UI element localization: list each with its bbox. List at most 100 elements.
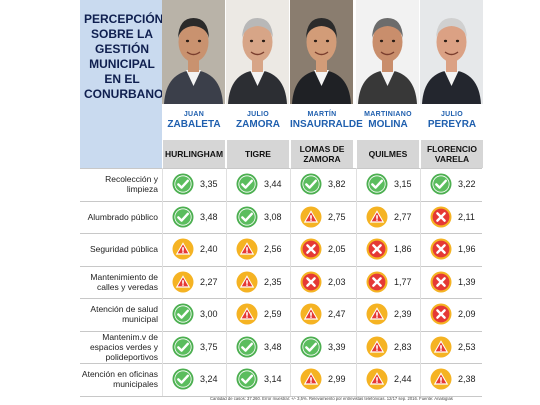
rating-value: 1,39 — [458, 276, 476, 287]
rating-cell: 2,35 — [236, 266, 282, 299]
column-divider — [226, 168, 227, 396]
mayor-name: MARTINIANO MOLINA — [356, 104, 420, 140]
cross-icon — [430, 238, 452, 260]
rating-value: 2,53 — [458, 341, 476, 352]
rating-value: 3,15 — [394, 179, 412, 190]
row-label: Atención de salud municipal — [90, 304, 158, 325]
rating-cell: 3,75 — [172, 331, 218, 364]
check-icon — [172, 368, 194, 390]
rating-value: 2,38 — [458, 374, 476, 385]
rating-cell: 2,59 — [236, 298, 282, 331]
mayor-name: JULIO PEREYRA — [420, 104, 484, 140]
rating-cell: 3,48 — [236, 331, 282, 364]
row-label: Recolección y limpieza — [105, 174, 158, 195]
rating-value: 1,77 — [394, 276, 412, 287]
municipality-header-bg — [357, 140, 419, 168]
row-divider — [80, 233, 482, 234]
warning-icon — [236, 303, 258, 325]
warning-icon — [236, 271, 258, 293]
row-divider — [80, 265, 482, 267]
rating-cell: 2,53 — [430, 331, 476, 364]
mayor-last-name: ZABALETA — [167, 119, 221, 130]
warning-icon — [366, 336, 388, 358]
rating-cell: 3,24 — [172, 363, 218, 396]
column-divider — [290, 168, 291, 396]
cross-icon — [430, 271, 452, 293]
cross-icon — [300, 238, 322, 260]
mayor-photo — [290, 0, 353, 104]
mayor-first-name: JULIO — [246, 111, 270, 118]
warning-icon — [430, 336, 452, 358]
check-icon — [236, 336, 258, 358]
municipality-header: QUILMES — [368, 149, 408, 159]
municipality-header: FLORENCIO VARELA — [426, 144, 478, 164]
rating-value: 2,03 — [328, 276, 346, 287]
rating-value: 3,48 — [264, 341, 282, 352]
rating-cell: 3,22 — [430, 168, 476, 201]
rating-value: 1,86 — [394, 244, 412, 255]
row-label: Mantenimiento de calles y veredas — [90, 271, 158, 292]
check-icon — [172, 206, 194, 228]
rating-value: 2,11 — [458, 211, 475, 222]
rating-value: 2,40 — [200, 244, 218, 255]
mayor-name: JUAN ZABALETA — [162, 104, 226, 140]
check-icon — [236, 368, 258, 390]
warning-icon — [366, 368, 388, 390]
municipality-header: TIGRE — [245, 149, 271, 159]
rating-cell: 2,38 — [430, 363, 476, 396]
rating-cell: 3,39 — [300, 331, 346, 364]
warning-icon — [366, 206, 388, 228]
rating-value: 2,44 — [394, 374, 412, 385]
rating-cell: 2,39 — [366, 298, 412, 331]
rating-cell: 2,56 — [236, 233, 282, 266]
rating-value: 2,35 — [264, 276, 282, 287]
rating-value: 3,08 — [264, 211, 282, 222]
rating-cell: 3,44 — [236, 168, 282, 201]
cross-icon — [430, 303, 452, 325]
rating-cell: 3,82 — [300, 168, 346, 201]
rating-cell: 3,08 — [236, 201, 282, 234]
rating-value: 3,75 — [200, 341, 218, 352]
rating-cell: 2,99 — [300, 363, 346, 396]
rating-value: 2,83 — [394, 341, 412, 352]
municipality-header-bg — [163, 140, 225, 168]
check-icon — [172, 336, 194, 358]
mayor-photo — [356, 0, 419, 104]
column-divider — [356, 168, 357, 396]
row-label: Atención en oficinas municipales — [81, 369, 158, 390]
mayor-photo — [226, 0, 289, 104]
check-icon — [300, 173, 322, 195]
rating-value: 3,39 — [328, 341, 346, 352]
check-icon — [430, 173, 452, 195]
warning-icon — [300, 303, 322, 325]
rating-value: 2,05 — [328, 244, 346, 255]
row-divider — [80, 395, 482, 397]
rating-value: 3,82 — [328, 179, 346, 190]
warning-icon — [300, 368, 322, 390]
rating-cell: 3,14 — [236, 363, 282, 396]
rating-value: 2,47 — [328, 309, 346, 320]
municipality-header: LOMAS DE ZAMORA — [299, 144, 345, 164]
rating-value: 3,48 — [200, 211, 218, 222]
warning-icon — [430, 368, 452, 390]
warning-icon — [236, 238, 258, 260]
rating-value: 3,22 — [458, 179, 476, 190]
mayor-name: JULIO ZAMORA — [226, 104, 290, 140]
column-divider — [420, 168, 421, 396]
warning-icon — [172, 238, 194, 260]
row-divider — [80, 298, 482, 299]
rating-cell: 1,77 — [366, 266, 412, 299]
mayor-photo — [162, 0, 225, 104]
row-divider — [80, 168, 482, 169]
rating-cell: 2,75 — [300, 201, 346, 234]
warning-icon — [172, 271, 194, 293]
footnote: Cantidad de casos: 37.260. Error muestra… — [210, 396, 453, 401]
check-icon — [236, 206, 258, 228]
rating-value: 2,09 — [458, 309, 476, 320]
rating-cell: 2,40 — [172, 233, 218, 266]
rating-value: 2,77 — [394, 211, 412, 222]
rating-value: 2,56 — [264, 244, 282, 255]
rating-cell: 2,44 — [366, 363, 412, 396]
rating-cell: 2,05 — [300, 233, 346, 266]
row-label: Alumbrado público — [87, 211, 158, 222]
